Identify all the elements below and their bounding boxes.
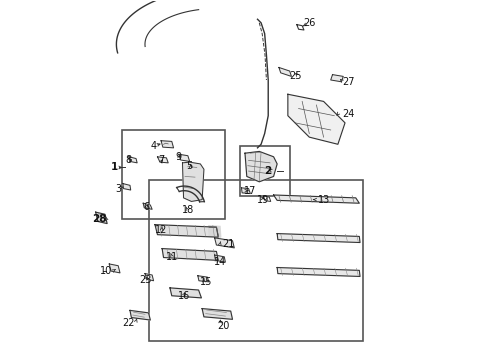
Polygon shape bbox=[129, 157, 137, 163]
Polygon shape bbox=[123, 184, 131, 190]
Polygon shape bbox=[215, 238, 234, 248]
Text: 23: 23 bbox=[139, 275, 151, 285]
Text: 25: 25 bbox=[289, 71, 301, 81]
Text: 24: 24 bbox=[343, 109, 355, 119]
Polygon shape bbox=[245, 152, 277, 182]
Polygon shape bbox=[162, 249, 218, 260]
Polygon shape bbox=[277, 267, 360, 276]
Polygon shape bbox=[155, 225, 218, 237]
Polygon shape bbox=[273, 195, 359, 203]
Text: 16: 16 bbox=[178, 291, 191, 301]
Polygon shape bbox=[170, 288, 201, 298]
Polygon shape bbox=[157, 157, 168, 163]
Text: 1: 1 bbox=[111, 162, 118, 172]
Bar bbox=[122, 130, 225, 219]
Text: 8: 8 bbox=[126, 156, 132, 165]
Text: 5: 5 bbox=[187, 161, 193, 171]
Text: 11: 11 bbox=[166, 252, 178, 262]
Polygon shape bbox=[242, 188, 250, 194]
Text: 17: 17 bbox=[244, 186, 257, 196]
Polygon shape bbox=[198, 276, 209, 282]
Text: 27: 27 bbox=[343, 77, 355, 87]
Polygon shape bbox=[109, 264, 120, 273]
Text: 10: 10 bbox=[99, 266, 112, 276]
Polygon shape bbox=[288, 94, 345, 144]
Text: 15: 15 bbox=[199, 277, 212, 287]
Text: 3: 3 bbox=[115, 184, 121, 194]
Polygon shape bbox=[145, 274, 153, 281]
Text: 12: 12 bbox=[155, 225, 167, 235]
Polygon shape bbox=[331, 75, 343, 82]
Text: 7: 7 bbox=[158, 156, 164, 165]
Text: 2: 2 bbox=[265, 166, 272, 176]
Polygon shape bbox=[202, 309, 232, 319]
Text: 28: 28 bbox=[92, 214, 106, 224]
Text: 20: 20 bbox=[218, 321, 230, 332]
Text: 9: 9 bbox=[176, 152, 182, 162]
Polygon shape bbox=[182, 162, 204, 202]
Polygon shape bbox=[143, 203, 152, 209]
Polygon shape bbox=[277, 234, 360, 243]
Polygon shape bbox=[130, 310, 150, 320]
Polygon shape bbox=[96, 212, 107, 224]
Text: 18: 18 bbox=[182, 205, 194, 215]
Text: 19: 19 bbox=[257, 195, 269, 204]
Polygon shape bbox=[179, 154, 190, 161]
Text: 4: 4 bbox=[151, 141, 157, 151]
Text: 6: 6 bbox=[144, 202, 150, 212]
Polygon shape bbox=[161, 141, 173, 148]
Polygon shape bbox=[209, 226, 221, 237]
Text: 13: 13 bbox=[318, 195, 330, 204]
Polygon shape bbox=[215, 255, 225, 262]
Text: 22: 22 bbox=[122, 318, 135, 328]
Text: 21: 21 bbox=[223, 239, 235, 249]
Bar bbox=[148, 180, 363, 341]
Text: 26: 26 bbox=[303, 18, 316, 28]
Bar bbox=[240, 146, 290, 196]
Text: 14: 14 bbox=[214, 257, 226, 267]
Polygon shape bbox=[279, 67, 292, 76]
